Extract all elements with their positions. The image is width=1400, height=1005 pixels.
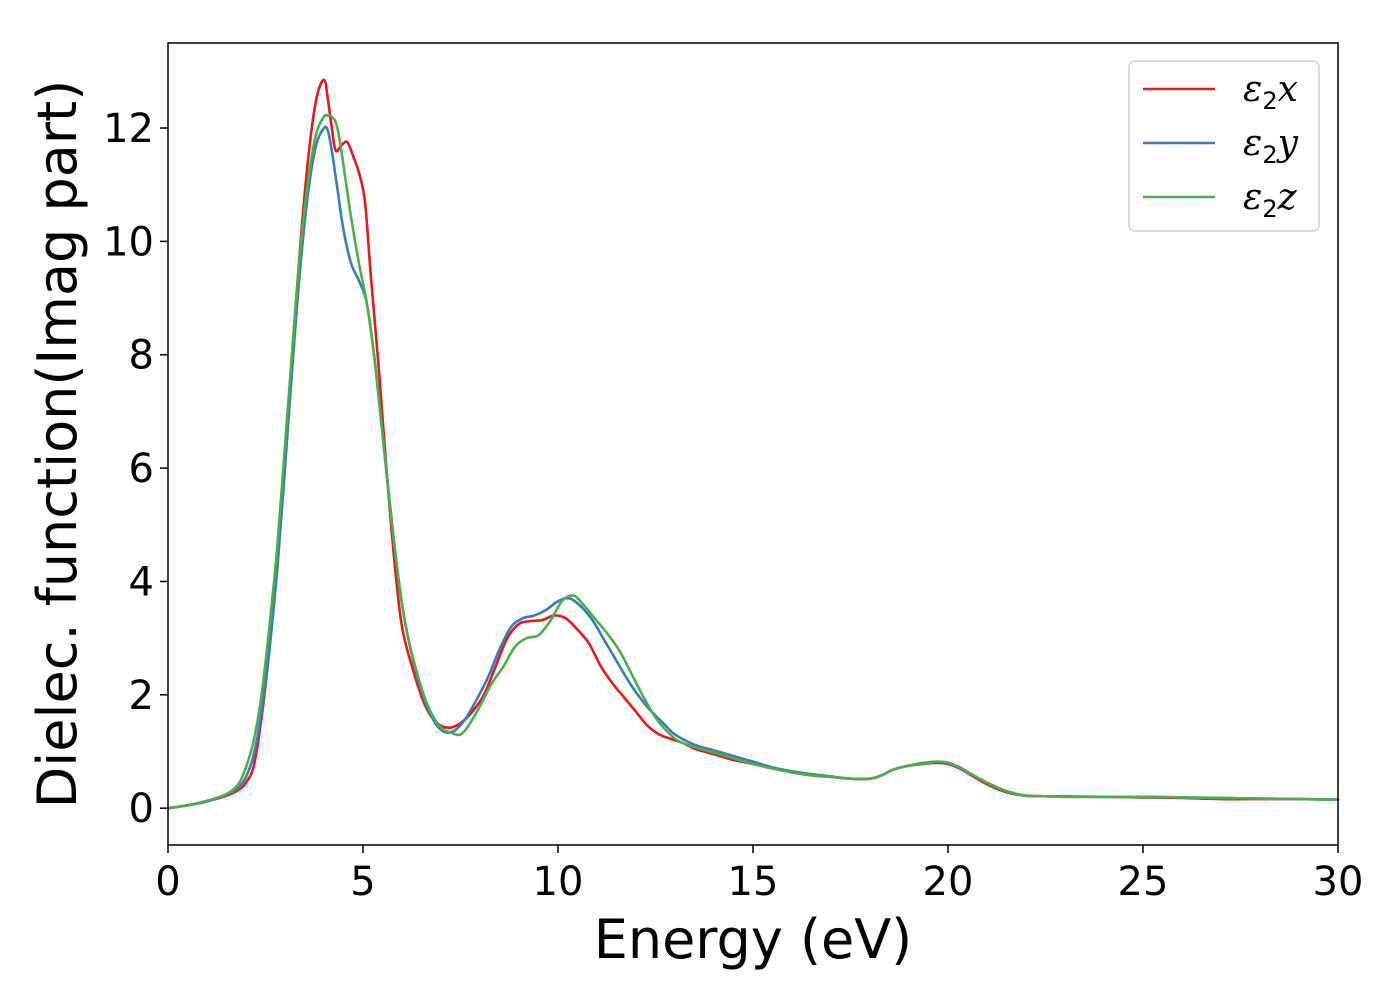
- x-tick-label: 5: [350, 859, 375, 905]
- y-tick-label: 10: [103, 219, 154, 265]
- y-tick-label: 6: [129, 446, 154, 492]
- series-line-z: [166, 113, 1340, 810]
- y-axis-title: Dielec. function(Imag part): [26, 80, 89, 809]
- series-lines: [166, 78, 1340, 810]
- x-tick-label: 15: [728, 859, 779, 905]
- legend-label-z: ε2z: [1243, 177, 1298, 223]
- y-tick-label: 2: [129, 673, 154, 719]
- y-tick-label: 8: [129, 333, 154, 379]
- y-tick-label: 0: [129, 786, 154, 832]
- x-axis-title: Energy (eV): [594, 908, 913, 971]
- legend-box: [1128, 60, 1320, 232]
- x-tick-label: 25: [1118, 859, 1169, 905]
- y-tick-label: 4: [129, 559, 154, 605]
- legend-label-y: ε2y: [1243, 123, 1299, 169]
- y-axis-ticks: 0 2 4 6 8 10 12: [103, 106, 168, 832]
- x-tick-label: 20: [923, 859, 974, 905]
- x-axis-ticks: 0 5 10 15 20 25 30: [155, 845, 1363, 905]
- legend-label-x: ε2x: [1243, 69, 1298, 115]
- legend: ε2x ε2y ε2z: [1128, 60, 1320, 232]
- y-tick-label: 12: [103, 106, 154, 152]
- x-tick-label: 10: [533, 859, 584, 905]
- x-tick-label: 0: [155, 859, 180, 905]
- x-tick-label: 30: [1313, 859, 1364, 905]
